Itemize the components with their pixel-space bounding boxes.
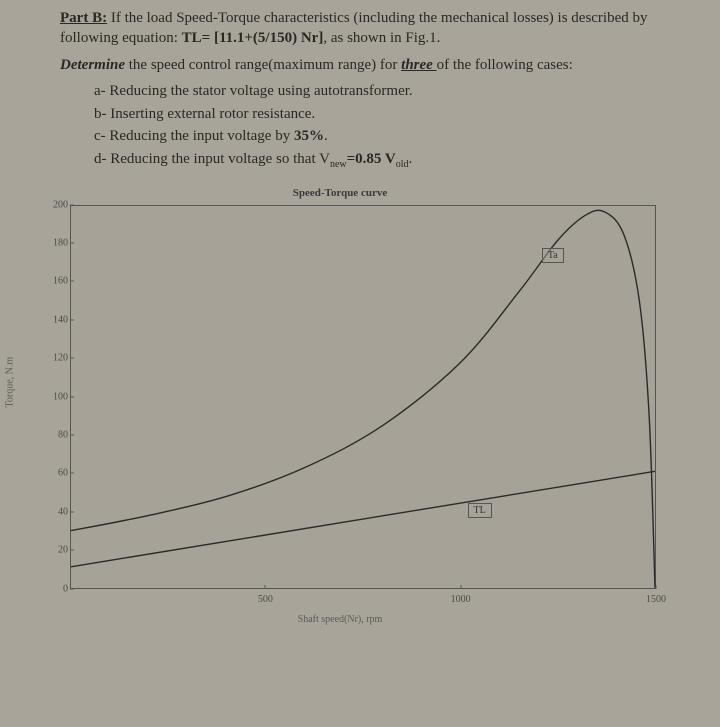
ytick-mark <box>70 358 74 359</box>
xtick: 500 <box>258 594 273 605</box>
xtick-mark <box>265 585 266 589</box>
intro-2: , as shown in Fig.1. <box>323 30 440 46</box>
xtick: 1000 <box>451 594 471 605</box>
ytick-mark <box>70 396 74 397</box>
ytick: 120 <box>42 353 68 364</box>
ytick-mark <box>70 204 74 205</box>
ytick-mark <box>70 550 74 551</box>
ytick-mark <box>70 473 74 474</box>
ytick-mark <box>70 588 74 589</box>
ytick: 80 <box>42 429 68 440</box>
equation: TL= [11.1+(5/150) Nr] <box>182 30 324 46</box>
instruction-body: the speed control range(maximum range) f… <box>125 57 401 73</box>
curves-svg <box>71 206 655 588</box>
ytick: 140 <box>42 314 68 325</box>
ytick: 60 <box>42 468 68 479</box>
ytick: 200 <box>42 199 68 210</box>
ytick: 160 <box>42 276 68 287</box>
instruction-prefix: Determine <box>60 57 125 73</box>
cases-list: a- Reducing the stator voltage using aut… <box>94 81 708 173</box>
part-heading: Part B: <box>60 10 107 26</box>
chart-title: Speed-Torque curve <box>20 187 660 199</box>
ytick-mark <box>70 434 74 435</box>
instruction-paragraph: Determine the speed control range(maximu… <box>60 55 708 75</box>
curve-ta <box>71 210 655 588</box>
y-axis-label: Torque, N.m <box>5 356 16 407</box>
ytick-mark <box>70 511 74 512</box>
xtick-mark <box>656 585 657 589</box>
ytick: 20 <box>42 545 68 556</box>
ytick: 100 <box>42 391 68 402</box>
xtick: 1500 <box>646 594 666 605</box>
case-d: d- Reducing the input voltage so that Vn… <box>94 149 708 173</box>
ytick-mark <box>70 281 74 282</box>
x-axis-label: Shaft speed(Nr), rpm <box>20 614 660 625</box>
xtick-mark <box>460 585 461 589</box>
case-b: b- Inserting external rotor resistance. <box>94 104 708 126</box>
ytick-mark <box>70 242 74 243</box>
ytick: 40 <box>42 506 68 517</box>
curve-tl <box>71 471 655 566</box>
series-label-ta: Ta <box>542 248 564 263</box>
ytick: 180 <box>42 237 68 248</box>
case-a: a- Reducing the stator voltage using aut… <box>94 81 708 103</box>
case-c: c- Reducing the input voltage by 35%. <box>94 126 708 148</box>
instruction-three: three <box>401 57 436 73</box>
ytick: 0 <box>42 583 68 594</box>
instruction-suffix: of the following cases: <box>437 57 573 73</box>
plot-area: Ta TL <box>70 205 656 589</box>
problem-paragraph: Part B: If the load Speed-Torque charact… <box>60 8 708 49</box>
series-label-tl: TL <box>468 503 492 518</box>
ytick-mark <box>70 319 74 320</box>
speed-torque-chart: Speed-Torque curve Torque, N.m Shaft spe… <box>20 187 660 617</box>
